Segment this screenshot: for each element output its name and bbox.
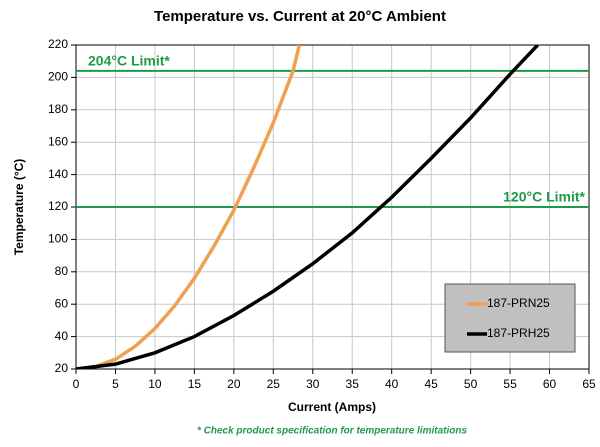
y-tick-label: 40 (55, 329, 69, 343)
y-tick-label: 120 (48, 199, 68, 213)
x-tick-label: 55 (503, 377, 517, 391)
x-tick-label: 10 (148, 377, 162, 391)
x-tick-label: 0 (73, 377, 80, 391)
footnote: * Check product specification for temper… (197, 426, 467, 437)
limit-label: 120°C Limit* (503, 189, 585, 205)
x-tick-label: 65 (582, 377, 596, 391)
y-axis-label: Temperature (°C) (12, 159, 26, 256)
chart-title: Temperature vs. Current at 20°C Ambient (154, 8, 446, 25)
legend-box (444, 283, 576, 353)
x-tick-label: 35 (346, 377, 360, 391)
y-tick-label: 220 (48, 37, 68, 51)
y-tick-label: 20 (55, 361, 69, 375)
y-tick-label: 100 (48, 232, 68, 246)
x-tick-label: 60 (543, 377, 557, 391)
y-tick-label: 200 (48, 70, 68, 84)
x-tick-label: 5 (112, 377, 119, 391)
x-tick-label: 15 (188, 377, 202, 391)
x-axis-label: Current (Amps) (288, 400, 376, 414)
series-line (76, 45, 302, 369)
legend-label: 187-PRH25 (487, 326, 550, 340)
y-tick-label: 140 (48, 167, 68, 181)
limit-label: 204°C Limit* (88, 53, 170, 69)
x-tick-label: 30 (306, 377, 320, 391)
x-tick-label: 20 (227, 377, 241, 391)
legend-label: 187-PRN25 (487, 296, 550, 310)
y-tick-label: 60 (55, 296, 69, 310)
y-tick-label: 80 (55, 264, 69, 278)
y-tick-label: 160 (48, 134, 68, 148)
x-tick-label: 40 (385, 377, 399, 391)
x-tick-label: 50 (464, 377, 478, 391)
x-tick-label: 45 (424, 377, 438, 391)
series-line (76, 45, 539, 369)
y-tick-label: 180 (48, 102, 68, 116)
x-tick-label: 25 (267, 377, 281, 391)
